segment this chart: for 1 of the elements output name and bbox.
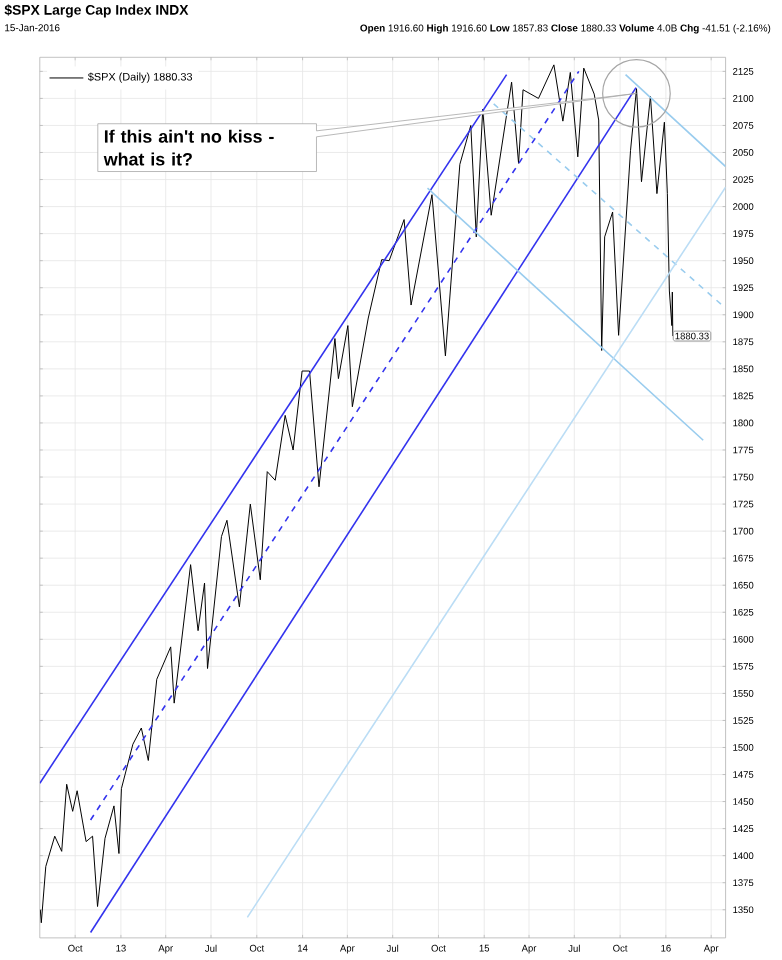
annotation: If this ain't no kiss - what is it?	[104, 129, 275, 166]
